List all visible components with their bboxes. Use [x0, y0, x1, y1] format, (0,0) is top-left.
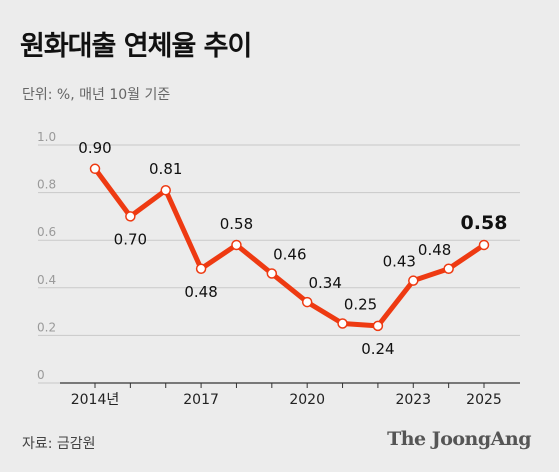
data-point [408, 275, 419, 286]
data-point [195, 263, 207, 275]
y-tick-label: 0.2 [37, 320, 56, 334]
x-tick-label: 2020 [289, 392, 325, 408]
data-label: 0.34 [308, 274, 341, 292]
x-tick-label: 2017 [183, 392, 219, 408]
data-point [372, 320, 384, 332]
data-label: 0.25 [344, 296, 377, 314]
data-point [478, 239, 490, 251]
y-tick-label: 0.8 [37, 178, 56, 192]
data-label: 0.48 [418, 241, 451, 259]
x-tick-label: 2014년 [71, 392, 120, 408]
data-point [337, 318, 348, 329]
data-point [301, 296, 313, 308]
data-label: 0.43 [383, 253, 416, 271]
data-label: 0.70 [114, 230, 147, 248]
data-label: 0.58 [461, 212, 508, 234]
data-point [89, 163, 101, 175]
x-tick-label: 2023 [395, 392, 431, 408]
data-label: 0.58 [220, 215, 253, 233]
data-label: 0.48 [184, 283, 217, 301]
y-tick-label: 0.4 [37, 273, 56, 287]
chart-title: 원화대출 연체율 추이 [20, 31, 252, 62]
data-label: 0.46 [273, 246, 306, 264]
data-point [160, 184, 171, 196]
x-tick-label: 2025 [466, 392, 502, 408]
y-tick-label: 0 [37, 368, 45, 382]
data-label: 0.81 [149, 160, 182, 178]
data-point [266, 268, 278, 279]
series-line [92, 166, 487, 329]
chart-subtitle: 단위: %, 매년 10월 기준 [22, 87, 171, 103]
data-label: 0.24 [361, 340, 394, 358]
source-note: 자료: 금감원 [22, 436, 96, 452]
data-point [125, 211, 136, 222]
data-point [231, 239, 242, 251]
data-point [443, 263, 454, 275]
y-tick-label: 0.6 [37, 225, 56, 239]
data-label: 0.90 [78, 139, 111, 157]
y-tick-label: 1.0 [37, 130, 56, 144]
brand-logo: The JoongAng [387, 428, 531, 450]
